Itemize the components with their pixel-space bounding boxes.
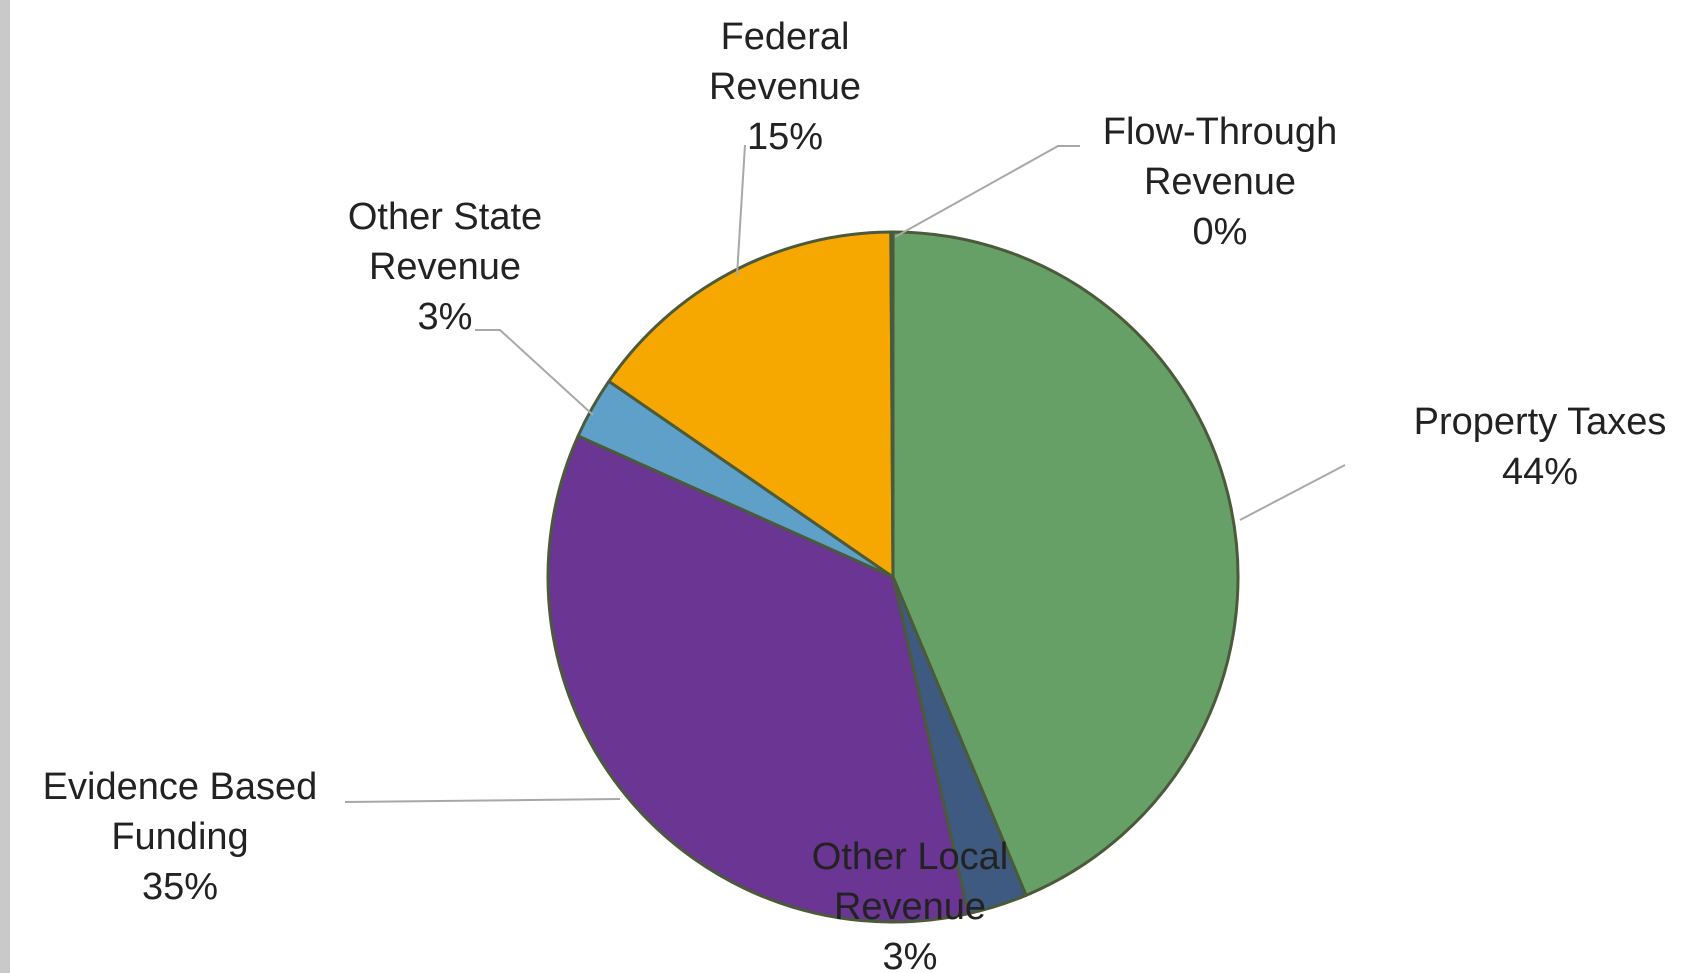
slice-percent-5: 0% bbox=[1193, 211, 1248, 253]
slice-percent-1: 3% bbox=[883, 936, 938, 973]
pie-slice-4 bbox=[607, 230, 895, 579]
slice-label-line-2-1: Funding bbox=[111, 816, 248, 858]
leader-line-2 bbox=[344, 798, 621, 803]
slice-label-1: Other Local Revenue 3% bbox=[812, 836, 1008, 973]
leader-line-3 bbox=[475, 329, 594, 416]
labels-layer: Property Taxes 44% Other Local Revenue 3% Evi… bbox=[43, 16, 1667, 973]
slice-label-line-3-1: Revenue bbox=[369, 246, 521, 288]
pie-slice-0 bbox=[891, 230, 1240, 897]
slice-label-line-4-0: Federal bbox=[721, 16, 850, 58]
slice-label-line-5-1: Revenue bbox=[1144, 161, 1296, 203]
slice-label-3: Other State Revenue 3% bbox=[348, 196, 542, 338]
slice-percent-3: 3% bbox=[418, 296, 473, 338]
slice-label-line-3-0: Other State bbox=[348, 196, 542, 238]
slice-percent-0: 44% bbox=[1502, 451, 1578, 493]
leader-lines-layer bbox=[344, 144, 1346, 803]
leader-line-0 bbox=[1239, 464, 1346, 521]
slices-layer bbox=[546, 230, 1240, 924]
leader-line-5 bbox=[894, 145, 1080, 238]
slice-label-line-1-0: Other Local bbox=[812, 836, 1008, 878]
slice-percent-4: 15% bbox=[747, 116, 823, 158]
slice-label-line-1-1: Revenue bbox=[834, 886, 986, 928]
slice-label-line-4-1: Revenue bbox=[709, 66, 861, 108]
slice-label-line-5-0: Flow-Through bbox=[1103, 111, 1337, 153]
slice-percent-2: 35% bbox=[142, 866, 218, 908]
slice-label-line-0-0: Property Taxes bbox=[1414, 401, 1667, 443]
slice-label-0: Property Taxes 44% bbox=[1414, 401, 1667, 493]
slice-label-2: Evidence Based Funding 35% bbox=[43, 766, 318, 908]
slice-label-line-2-0: Evidence Based bbox=[43, 766, 318, 808]
slice-label-4: Federal Revenue 15% bbox=[709, 16, 861, 158]
panel-left-border bbox=[0, 0, 10, 973]
slice-label-5: Flow-Through Revenue 0% bbox=[1103, 111, 1337, 253]
pie-slice-2 bbox=[546, 434, 970, 924]
leader-line-4 bbox=[736, 144, 746, 276]
pie-slice-5 bbox=[889, 230, 895, 579]
